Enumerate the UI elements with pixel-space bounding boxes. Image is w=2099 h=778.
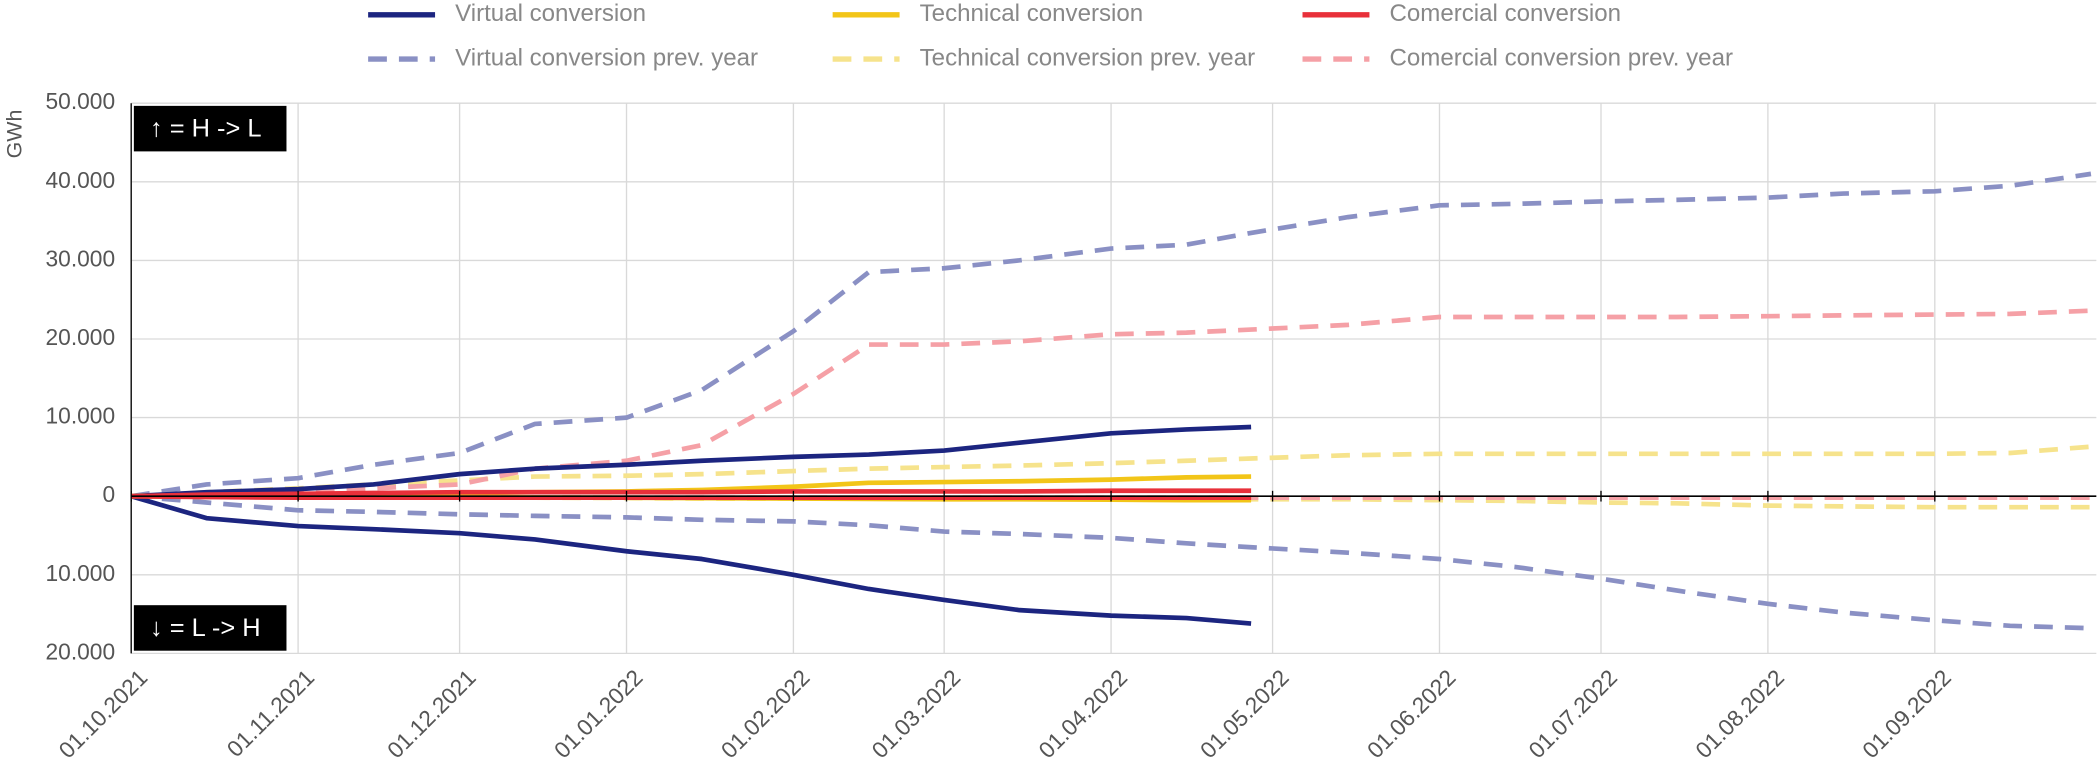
y-tick-label: 0 [102,481,115,507]
y-tick-label: 10.000 [46,560,116,586]
series-line [130,493,1252,626]
axes: 20.000 10.000 0 10.000 20.000 30.000 40.000 50.… [46,88,2097,763]
y-tick-label: 50.000 [46,88,116,114]
x-tick-label: 01.02.2022 [716,664,815,763]
x-tick-label: 01.01.2022 [549,664,648,763]
annotation: ↓ = L -> H [150,614,261,642]
series-line [131,424,1252,499]
annotation-box [133,105,287,152]
x-tick-label: 01.07.2022 [1523,664,1622,763]
y-tick-label: 20.000 [46,638,116,664]
legend-label: Comercial conversion prev. year [1390,44,1733,71]
series-line [131,493,1252,501]
x-tick-label: 01.08.2022 [1690,664,1789,763]
y-axis-label: GWh [3,110,27,159]
series-line [131,488,1252,499]
series-line [131,444,2092,499]
x-tick-label: 01.04.2022 [1033,664,1132,763]
annotation: ↑ = H -> L [150,115,262,143]
legend-label: Technical conversion prev. year [920,44,1255,71]
annotation-box [133,605,287,651]
series-line [130,171,2092,499]
legend-label: Comercial conversion [1390,0,1622,27]
y-tick-label: 40.000 [46,167,116,193]
x-tick-label: 01.12.2021 [382,664,481,763]
legend: Virtual conversion prev. year Technical c… [368,0,1733,71]
y-tick-label: 10.000 [46,403,116,429]
grid [130,102,2097,655]
x-tick-label: 01.05.2022 [1195,664,1294,763]
x-tick-label: 01.10.2021 [53,664,152,763]
x-tick-label: 01.06.2022 [1362,664,1461,763]
series-line [131,308,2092,499]
series-line [131,493,2091,510]
x-tick-label: 01.11.2021 [222,664,320,762]
x-tick-label: 01.09.2022 [1857,664,1956,763]
legend-label: Virtual conversion prev. year [455,44,758,71]
y-tick-label: 20.000 [46,324,116,350]
series-line [130,493,2092,631]
legend-label: Technical conversion [920,0,1144,27]
legend-label: Virtual conversion [455,0,646,27]
x-tick-label: 01.03.2022 [866,664,965,763]
y-tick-label: 30.000 [46,245,116,271]
